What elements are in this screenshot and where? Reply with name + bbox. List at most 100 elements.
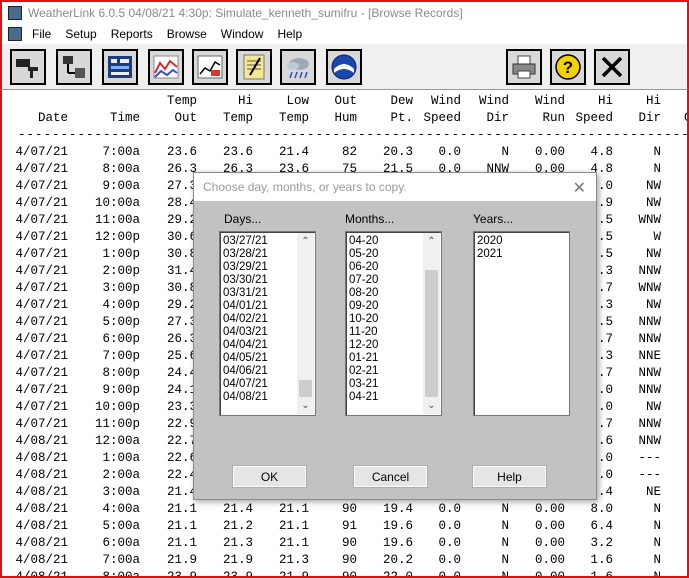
scroll-track[interactable] — [425, 250, 438, 270]
weather-button[interactable] — [280, 49, 316, 85]
month-list-item[interactable]: 03-21 — [349, 378, 379, 390]
month-list-item[interactable]: 12-20 — [349, 339, 379, 351]
day-list-item[interactable]: 04/08/21 — [223, 391, 268, 403]
days-listbox[interactable]: 03/27/21 03/28/21 03/29/21 03/30/21 03/31/21… — [219, 231, 316, 416]
cell-out-hum: 90 — [341, 502, 357, 516]
scroll-up-icon[interactable]: ⌃ — [427, 236, 436, 247]
cell-temp-out: 28.4 — [166, 196, 197, 210]
cell-date: 4/07/21 — [15, 281, 68, 295]
cell-hi-speed: .5 — [597, 315, 613, 329]
menu-browse[interactable]: Browse — [166, 27, 207, 41]
month-list-item[interactable]: 08-20 — [349, 287, 379, 299]
days-scrollbar[interactable]: ⌃ ⌄ — [297, 233, 314, 414]
svg-text:?: ? — [563, 58, 573, 77]
cell-hi-speed: .0 — [597, 400, 613, 414]
day-list-item[interactable]: 03/29/21 — [223, 261, 268, 273]
notes-button[interactable] — [236, 49, 272, 85]
title-bar: WeatherLink 6.0.5 04/08/21 4:30p: Simula… — [0, 0, 689, 24]
cell-dew-pt: 19.6 — [382, 519, 413, 533]
month-list-item[interactable]: 06-20 — [349, 261, 379, 273]
help-button[interactable]: Help — [472, 465, 547, 488]
month-list-item[interactable]: 07-20 — [349, 274, 379, 286]
header-temp-out: Out — [174, 111, 197, 125]
month-list-item[interactable]: 11-20 — [349, 326, 378, 338]
noaa-button[interactable] — [326, 49, 362, 85]
header-hi-temp: Temp — [222, 111, 253, 125]
cancel-button[interactable]: Cancel — [353, 465, 428, 488]
years-listbox[interactable]: 2020 2021 — [473, 231, 570, 416]
days-label: Days... — [224, 212, 262, 226]
app-icon[interactable] — [8, 6, 22, 20]
month-list-item[interactable]: 02-21 — [349, 365, 379, 377]
cell-wind-run: 0.00 — [534, 553, 565, 567]
menu-window[interactable]: Window — [220, 27, 264, 41]
day-list-item[interactable]: 03/31/21 — [223, 287, 268, 299]
day-list-item[interactable]: 04/07/21 — [223, 378, 268, 390]
cell-temp-out: 21.1 — [166, 536, 197, 550]
cell-hi-speed: .0 — [597, 468, 613, 482]
day-list-item[interactable]: 03/27/21 — [223, 235, 268, 247]
bulletin-button[interactable] — [102, 49, 138, 85]
cell-temp-out: 30.8 — [166, 281, 197, 295]
year-list-item[interactable]: 2021 — [477, 248, 503, 260]
cell-temp-out: 23.6 — [166, 145, 197, 159]
day-list-item[interactable]: 04/01/21 — [223, 300, 268, 312]
scroll-up-icon[interactable]: ⌃ — [301, 236, 310, 247]
day-list-item[interactable]: 03/30/21 — [223, 274, 268, 286]
menu-reports[interactable]: Reports — [110, 27, 153, 41]
cell-temp-out: 27.3 — [166, 179, 197, 193]
month-list-item[interactable]: 10-20 — [349, 313, 379, 325]
day-list-item[interactable]: 04/06/21 — [223, 365, 268, 377]
scroll-down-icon[interactable]: ⌄ — [301, 400, 310, 411]
header-wind-dir: Wind — [478, 94, 509, 108]
cell-hi-dir: WNW — [638, 281, 661, 295]
month-list-item[interactable]: 09-20 — [349, 300, 379, 312]
cell-hi-dir: NNW — [638, 417, 661, 431]
cell-hi-dir: NW — [645, 298, 661, 312]
strip-chart-button[interactable] — [148, 49, 184, 85]
month-list-item[interactable]: 01-21 — [349, 352, 379, 364]
day-list-item[interactable]: 04/04/21 — [223, 339, 268, 351]
scroll-thumb[interactable] — [299, 380, 312, 397]
cell-hi-dir: NE — [645, 485, 661, 499]
menu-setup[interactable]: Setup — [65, 27, 97, 41]
cell-hi-dir: NNW — [638, 366, 661, 380]
scroll-thumb[interactable] — [425, 270, 438, 397]
connect-button[interactable] — [56, 49, 92, 85]
year-list-item[interactable]: 2020 — [477, 235, 503, 247]
print-button[interactable] — [506, 49, 542, 85]
month-list-item[interactable]: 04-21 — [349, 391, 379, 403]
cell-out-hum: 90 — [341, 570, 357, 578]
help-button[interactable]: ? — [550, 49, 586, 85]
scroll-track[interactable] — [299, 250, 312, 380]
document-icon[interactable] — [8, 27, 22, 41]
cell-date: 4/07/21 — [15, 247, 68, 261]
import-button[interactable] — [10, 49, 46, 85]
month-list-item[interactable]: 05-20 — [349, 248, 379, 260]
months-scrollbar[interactable]: ⌃ ⌄ — [423, 233, 440, 414]
cell-low-temp: 21.4 — [278, 145, 309, 159]
dialog-title-bar: Choose day, months, or years to copy. — [194, 173, 596, 201]
month-list-item[interactable]: 04-20 — [349, 235, 379, 247]
ok-button[interactable]: OK — [232, 465, 307, 488]
menu-help[interactable]: Help — [277, 27, 303, 41]
header-wind-run: Run — [542, 111, 565, 125]
cell-dew-pt: 20.3 — [382, 145, 413, 159]
graph-button[interactable] — [192, 49, 228, 85]
months-listbox[interactable]: 04-20 05-20 06-20 07-20 08-20 09-20 10-20 11-20… — [345, 231, 442, 416]
day-list-item[interactable]: 03/28/21 — [223, 248, 268, 260]
scroll-down-icon[interactable]: ⌄ — [427, 400, 436, 411]
day-list-item[interactable]: 04/02/21 — [223, 313, 268, 325]
cell-time: 3:00a — [102, 485, 140, 499]
menu-file[interactable]: File — [32, 27, 52, 41]
exit-button[interactable] — [594, 49, 630, 85]
cell-wind-speed: 0.0 — [438, 519, 461, 533]
cell-wind-run: 0.00 — [534, 145, 565, 159]
day-list-item[interactable]: 04/05/21 — [223, 352, 268, 364]
cell-date: 4/07/21 — [15, 162, 68, 176]
cell-date: 4/08/21 — [15, 536, 68, 550]
day-list-item[interactable]: 04/03/21 — [223, 326, 268, 338]
close-icon[interactable]: ✕ — [572, 180, 586, 197]
cell-hi-dir: NW — [645, 179, 661, 193]
cell-wind-dir: N — [501, 553, 509, 567]
